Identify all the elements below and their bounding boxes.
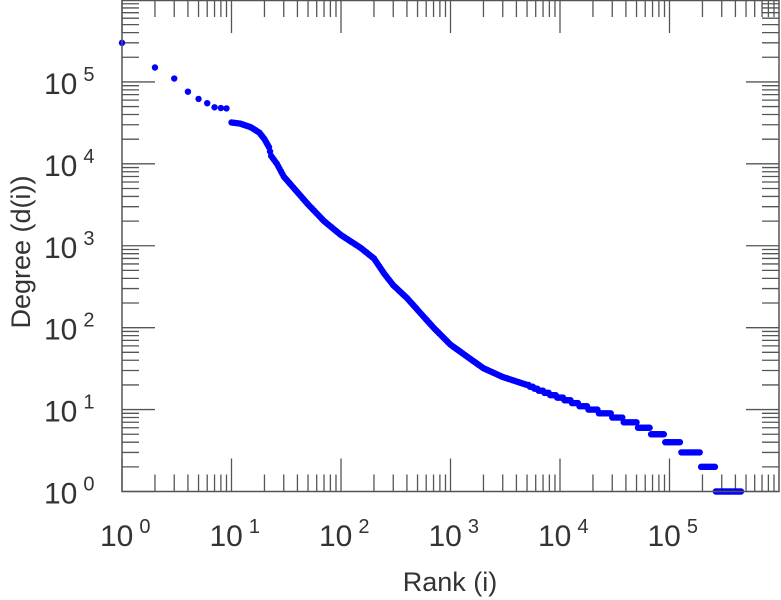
- data-point: [211, 104, 218, 111]
- data-point: [711, 463, 719, 471]
- tick-base: 10: [210, 520, 243, 553]
- y-tick-label: 10 2: [44, 310, 95, 347]
- tick-base: 10: [44, 68, 77, 101]
- x-axis-label: Rank (i): [403, 567, 498, 597]
- axis-ticks: [121, 0, 779, 493]
- tick-base: 10: [100, 520, 133, 553]
- data-point: [660, 431, 668, 438]
- y-tick-label: 10 3: [44, 228, 95, 265]
- tick-exponent: 3: [83, 228, 94, 250]
- x-tick-label: 10 3: [429, 516, 480, 553]
- tick-base: 10: [429, 520, 462, 553]
- data-point: [217, 104, 225, 112]
- x-tick-labels: 10 0 10 1 10 2 10 3 10 4 10 5: [100, 516, 698, 553]
- data-points: [118, 39, 745, 495]
- tick-exponent: 1: [249, 516, 260, 538]
- data-point: [676, 438, 684, 446]
- y-tick-label: 10 0: [44, 474, 95, 511]
- y-tick-labels: 10 0 10 1 10 2 10 3 10 4 10 5: [44, 64, 95, 511]
- tick-base: 10: [44, 478, 77, 511]
- tick-base: 10: [648, 520, 681, 553]
- data-point: [223, 105, 230, 112]
- tick-exponent: 4: [577, 516, 588, 538]
- data-point: [646, 424, 653, 431]
- data-point: [184, 88, 192, 95]
- tick-exponent: 5: [83, 64, 94, 86]
- x-tick-label: 10 2: [319, 516, 370, 553]
- tick-base: 10: [44, 232, 77, 265]
- tick-base: 10: [44, 150, 77, 183]
- data-point: [151, 64, 159, 71]
- y-tick-label: 10 5: [44, 64, 95, 101]
- tick-exponent: 5: [687, 516, 698, 538]
- x-tick-label: 10 5: [648, 516, 699, 553]
- data-point: [195, 95, 202, 103]
- tick-exponent: 2: [358, 516, 369, 538]
- tick-exponent: 4: [83, 146, 94, 168]
- tick-base: 10: [44, 314, 77, 347]
- data-point: [696, 449, 703, 456]
- data-point: [171, 75, 178, 82]
- data-point: [204, 99, 211, 107]
- x-tick-label: 10 0: [100, 516, 151, 553]
- y-tick-label: 10 1: [44, 392, 95, 429]
- x-tick-label: 10 1: [210, 516, 261, 553]
- tick-exponent: 0: [139, 516, 150, 538]
- data-point: [633, 419, 640, 426]
- tick-exponent: 3: [468, 516, 479, 538]
- tick-base: 10: [44, 396, 77, 429]
- tick-base: 10: [538, 520, 571, 553]
- tick-exponent: 0: [83, 474, 94, 496]
- y-tick-label: 10 4: [44, 146, 95, 183]
- tick-exponent: 1: [83, 392, 94, 414]
- plot-frame: [121, 0, 780, 493]
- tick-exponent: 2: [83, 310, 94, 332]
- tick-base: 10: [319, 520, 352, 553]
- y-axis-label: Degree (d(i)): [6, 175, 36, 328]
- x-tick-label: 10 4: [538, 516, 589, 553]
